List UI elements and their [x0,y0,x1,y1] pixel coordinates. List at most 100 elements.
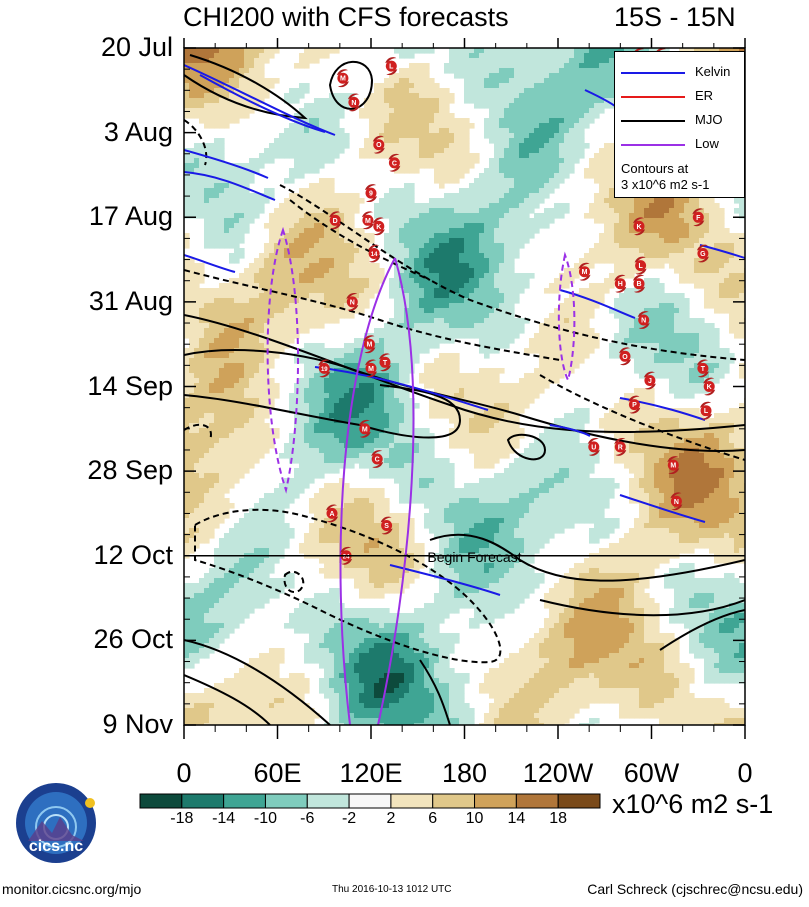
heat-cell [459,58,465,64]
heat-cell [569,298,575,304]
heat-cell [379,103,385,109]
heat-cell [564,143,570,149]
heat-cell [504,268,510,274]
heat-cell [564,63,570,69]
heat-cell [644,203,650,209]
heat-cell [454,208,460,214]
heat-cell [314,208,320,214]
heat-cell [264,88,270,94]
heat-cell [519,53,525,59]
heat-cell [194,83,200,89]
heat-cell [549,163,555,169]
heat-cell [409,188,415,194]
heat-cell [354,283,360,289]
heat-cell [629,258,635,264]
heat-cell [339,258,345,264]
heat-cell [714,303,720,309]
heat-cell [234,168,240,174]
heat-cell [539,103,545,109]
heat-cell [684,273,690,279]
heat-cell [229,198,235,204]
heat-cell [474,48,480,54]
heat-cell [329,118,335,124]
heat-cell [229,258,235,264]
heat-cell [389,93,395,99]
heat-cell [269,148,275,154]
heat-cell [399,133,405,139]
heat-cell [489,308,495,314]
heat-cell [304,153,310,159]
heat-cell [729,233,735,239]
heat-cell [594,113,600,119]
heat-cell [424,288,430,294]
heat-cell [429,163,435,169]
heat-cell [684,48,690,54]
heat-cell [539,98,545,104]
heat-cell [384,213,390,219]
heat-cell [249,213,255,219]
heat-cell [484,53,490,59]
heat-cell [654,333,660,339]
heat-cell [619,198,625,204]
heat-cell [719,303,725,309]
heat-cell [244,288,250,294]
heat-cell [499,128,505,134]
heat-cell [239,253,245,259]
heat-cell [484,273,490,279]
heat-cell [734,308,740,314]
heat-cell [189,268,195,274]
heat-cell [549,108,555,114]
heat-cell [244,303,250,309]
heat-cell [639,218,645,224]
heat-cell [274,268,280,274]
heat-cell [334,93,340,99]
heat-cell [414,143,420,149]
heat-cell [194,63,200,69]
heat-cell [249,268,255,274]
heat-cell [219,78,225,84]
heat-cell [509,183,515,189]
heat-cell [354,273,360,279]
heat-cell [269,223,275,229]
heat-cell [309,343,315,349]
heat-cell [359,258,365,264]
heat-cell [364,143,370,149]
heat-cell [679,218,685,224]
heat-cell [309,203,315,209]
heat-cell [454,198,460,204]
heat-cell [484,253,490,259]
heat-cell [729,298,735,304]
heat-cell [479,308,485,314]
heat-cell [259,63,265,69]
heat-cell [229,288,235,294]
heat-cell [399,148,405,154]
heat-cell [224,308,230,314]
heat-cell [424,268,430,274]
heat-cell [499,328,505,334]
heat-cell [494,68,500,74]
heat-cell [384,108,390,114]
heat-cell [664,318,670,324]
heat-cell [489,63,495,69]
heat-cell [494,63,500,69]
heat-cell [509,273,515,279]
heat-cell [229,168,235,174]
heat-cell [459,258,465,264]
heat-cell [559,123,565,129]
heat-cell [544,83,550,89]
heat-cell [194,58,200,64]
heat-cell [399,273,405,279]
heat-cell [604,158,610,164]
heat-cell [384,123,390,129]
heat-cell [264,278,270,284]
heat-cell [434,293,440,299]
heat-cell [709,328,715,334]
heat-cell [279,343,285,349]
heat-cell [209,113,215,119]
heat-cell [564,313,570,319]
heat-cell [679,303,685,309]
heat-cell [239,173,245,179]
heat-cell [624,248,630,254]
heat-cell [584,308,590,314]
heat-cell [209,313,215,319]
